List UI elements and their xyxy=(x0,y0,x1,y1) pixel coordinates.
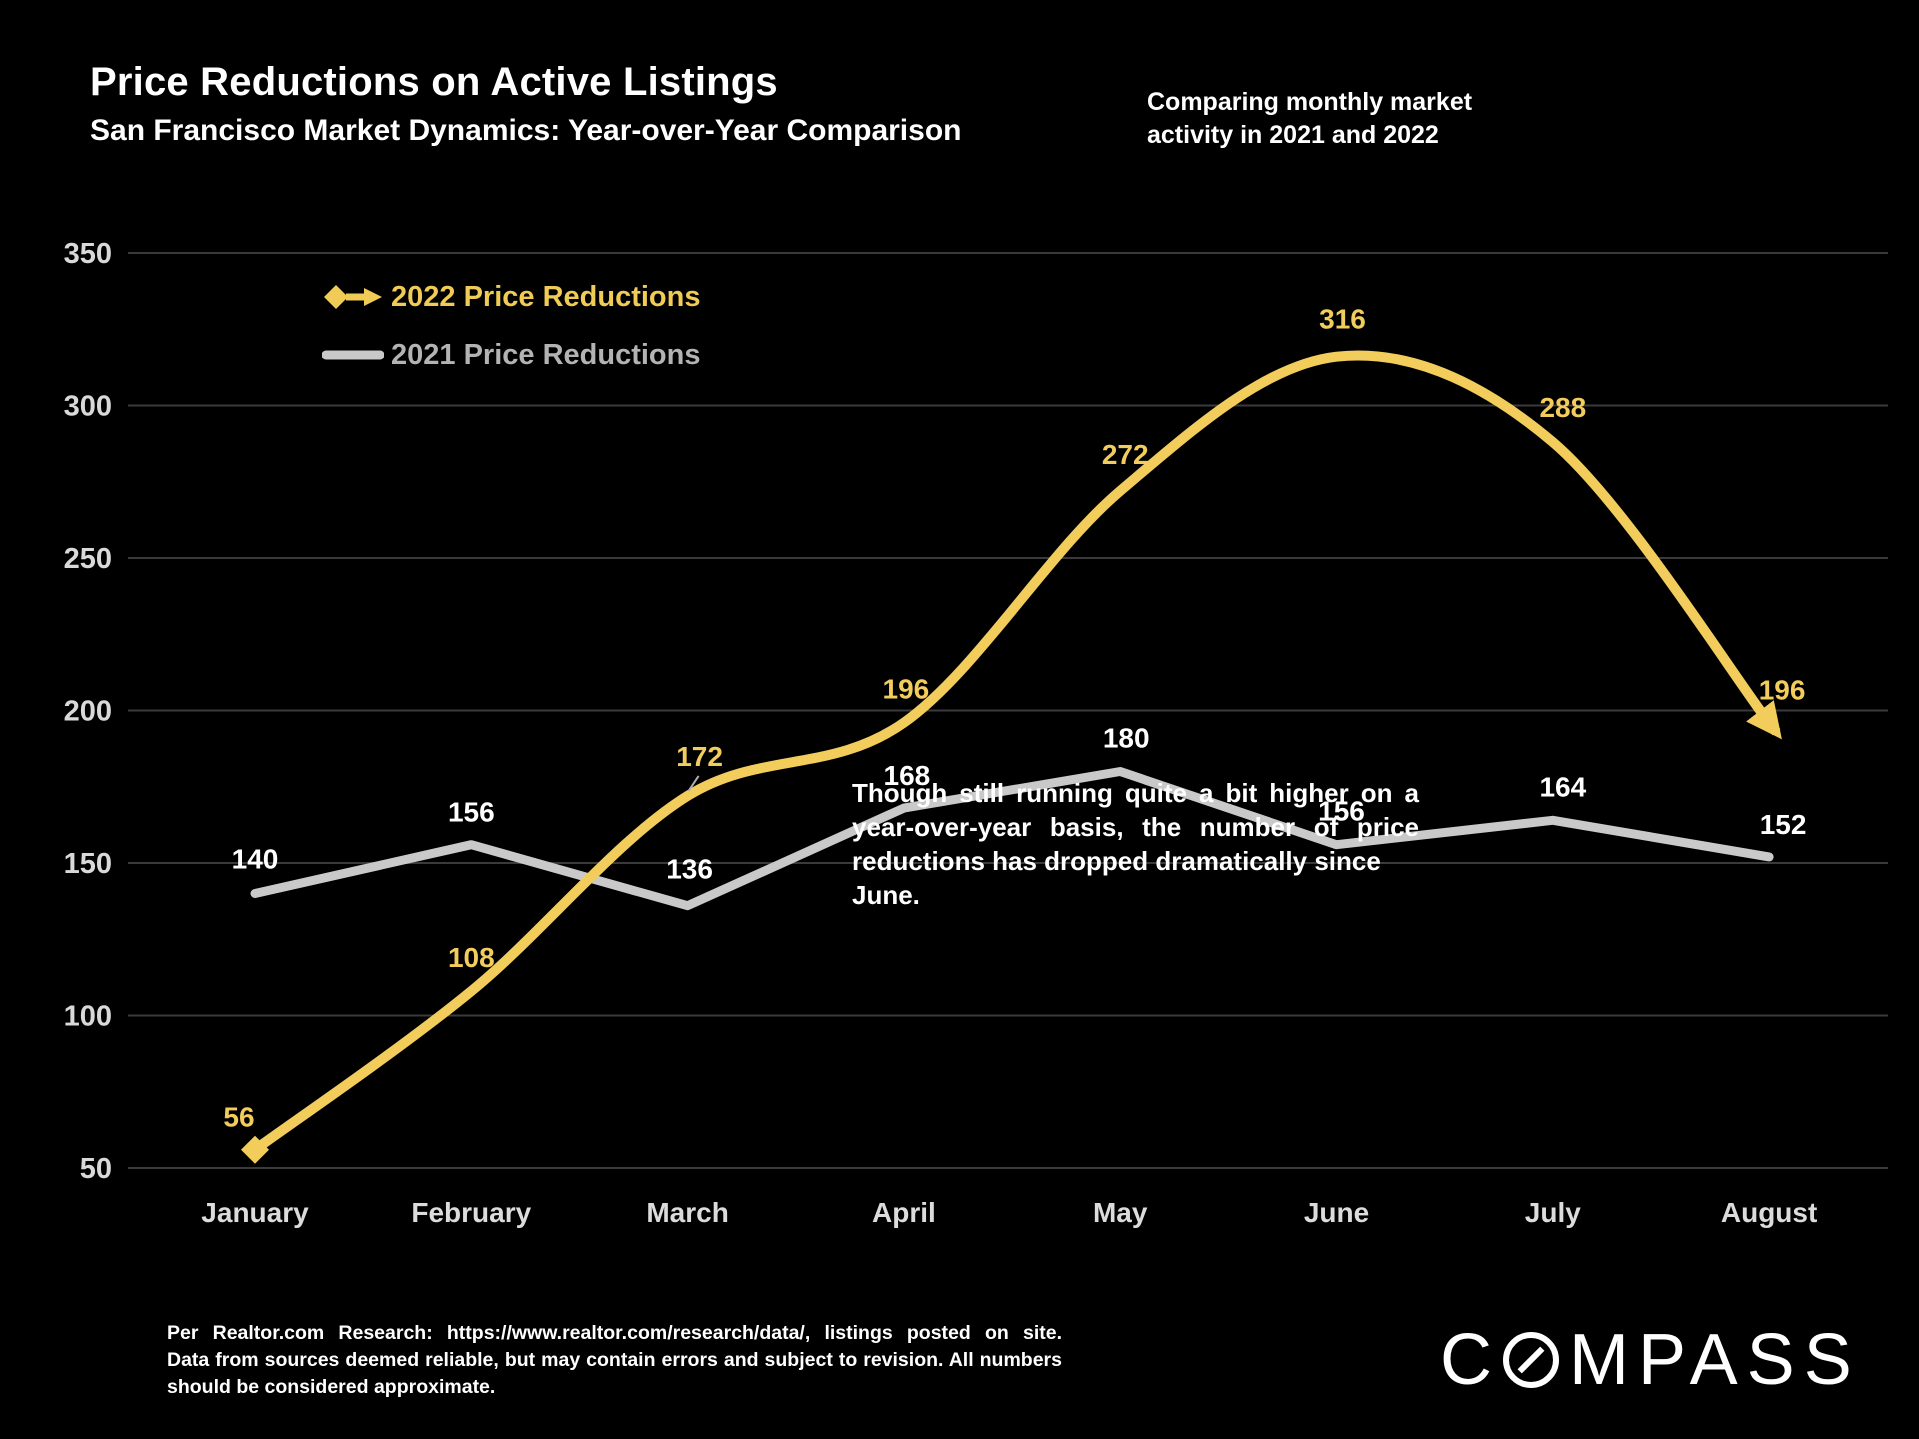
y-tick-label: 250 xyxy=(64,543,112,575)
month-label: May xyxy=(1093,1197,1148,1228)
data-label-2022: 108 xyxy=(448,942,495,973)
month-label: February xyxy=(411,1197,531,1228)
month-label: January xyxy=(201,1197,309,1228)
legend-label-2022: 2022 Price Reductions xyxy=(391,280,701,313)
y-tick-label: 300 xyxy=(64,391,112,423)
annotation-line: reductions has dropped dramatically sinc… xyxy=(852,846,1381,910)
footer-line: should be considered approximate. xyxy=(167,1376,496,1398)
footer-line: Data from sources deemed reliable, but m… xyxy=(167,1349,1062,1371)
data-label-2021: 136 xyxy=(666,854,713,885)
data-label-2021: 140 xyxy=(232,844,279,875)
line-swatch-icon xyxy=(322,350,384,360)
compass-logo-text-before: C xyxy=(1440,1320,1501,1400)
header-note: Comparing monthly market activity in 202… xyxy=(1147,86,1477,152)
data-label-2022: 272 xyxy=(1102,439,1149,470)
compass-logo: C MPASS xyxy=(1440,1322,1861,1398)
data-label-2022: 172 xyxy=(676,741,723,772)
data-label-2021: 156 xyxy=(448,797,495,828)
month-label: August xyxy=(1721,1197,1817,1228)
header-note-line2: activity in 2021 and 2022 xyxy=(1147,121,1439,149)
diamond-arrow-icon xyxy=(324,285,382,309)
series-2022-start-diamond xyxy=(241,1135,269,1164)
y-tick-label: 150 xyxy=(64,848,112,880)
annotation-text: Though still running quite a bit higher … xyxy=(852,776,1419,912)
month-label: July xyxy=(1525,1197,1581,1228)
chart-legend: 2022 Price Reductions 2021 Price Reducti… xyxy=(322,279,700,373)
annotation-line: Though still running quite a bit higher … xyxy=(852,778,1419,808)
y-tick-label: 50 xyxy=(80,1153,112,1185)
annotation-line: year-over-year basis, the number of pric… xyxy=(852,812,1419,842)
data-label-2022: 196 xyxy=(883,674,930,705)
series-2022-line xyxy=(252,350,1782,1154)
data-label-2021: 156 xyxy=(1318,796,1365,827)
data-label-2022: 196 xyxy=(1759,675,1806,706)
month-label: March xyxy=(646,1197,728,1228)
source-disclaimer: Per Realtor.com Research: https://www.re… xyxy=(167,1320,1062,1401)
y-tick-label: 350 xyxy=(64,238,112,270)
page-subtitle: San Francisco Market Dynamics: Year-over… xyxy=(90,114,962,147)
data-label-2021: 164 xyxy=(1539,771,1586,802)
data-label-2022: 288 xyxy=(1539,392,1586,423)
legend-item-2021: 2021 Price Reductions xyxy=(322,337,700,373)
compass-o-icon xyxy=(1503,1332,1559,1388)
data-label-2021: 152 xyxy=(1760,809,1807,840)
legend-item-2022: 2022 Price Reductions xyxy=(322,279,700,315)
month-label: April xyxy=(872,1197,936,1228)
label-leader-line xyxy=(687,775,700,792)
header-note-line1: Comparing monthly market xyxy=(1147,88,1473,116)
series-2021-line xyxy=(250,767,1774,911)
data-label-2021: 180 xyxy=(1103,723,1150,754)
month-label: June xyxy=(1304,1197,1369,1228)
legend-label-2021: 2021 Price Reductions xyxy=(391,338,701,371)
compass-logo-text-after: MPASS xyxy=(1569,1320,1861,1400)
y-tick-label: 200 xyxy=(64,696,112,728)
footer-line: Per Realtor.com Research: https://www.re… xyxy=(167,1322,1062,1344)
y-tick-label: 100 xyxy=(64,1001,112,1033)
page-title: Price Reductions on Active Listings xyxy=(90,60,778,104)
data-label-2022: 316 xyxy=(1319,304,1366,335)
data-label-2021: 168 xyxy=(884,760,931,791)
data-label-2022: 56 xyxy=(223,1102,254,1133)
